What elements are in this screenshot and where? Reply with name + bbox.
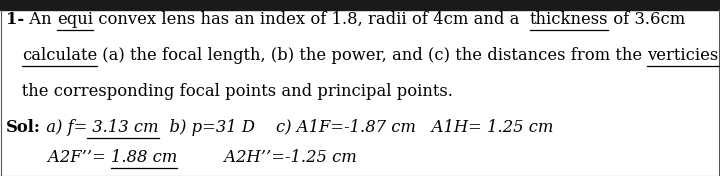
Text: verticies: verticies <box>647 47 719 64</box>
Text: 1.88 cm: 1.88 cm <box>111 149 177 166</box>
Text: A2F’’=: A2F’’= <box>6 149 111 166</box>
Text: calculate: calculate <box>22 47 97 64</box>
Text: convex lens has an index of 1.8, radii of 4cm and a: convex lens has an index of 1.8, radii o… <box>93 11 530 28</box>
Text: thickness: thickness <box>530 11 608 28</box>
Text: 1-: 1- <box>6 11 24 28</box>
Text: equi: equi <box>57 11 93 28</box>
Text: the corresponding focal points and principal points.: the corresponding focal points and princ… <box>6 83 453 100</box>
Text: A2H’’=-1.25 cm: A2H’’=-1.25 cm <box>177 149 357 166</box>
Text: (a) the focal length, (b) the power, and (c) the distances from the: (a) the focal length, (b) the power, and… <box>97 47 647 64</box>
Text: of 3.6cm: of 3.6cm <box>608 11 685 28</box>
Text: b) p=31 D    c) A1F=-1.87 cm   A1H= 1.25 cm: b) p=31 D c) A1F=-1.87 cm A1H= 1.25 cm <box>158 119 553 136</box>
Text: to: to <box>719 47 720 64</box>
Text: 3.13 cm: 3.13 cm <box>87 119 158 136</box>
Text: a) f=: a) f= <box>41 119 87 136</box>
Bar <box>0 0 720 10</box>
Text: An: An <box>24 11 57 28</box>
Text: Sol:: Sol: <box>6 119 41 136</box>
